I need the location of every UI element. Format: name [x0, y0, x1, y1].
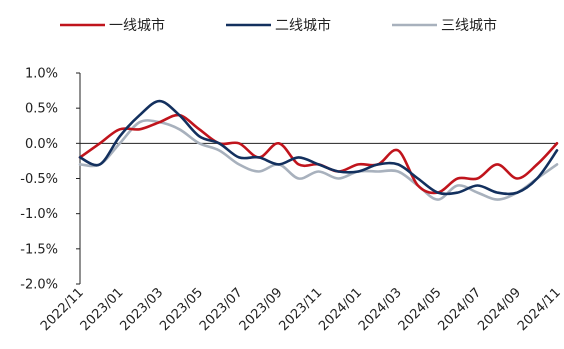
x-tick-label: 2024/03	[356, 285, 405, 334]
x-tick-label: 2023/07	[197, 285, 246, 334]
series-line-2	[78, 99, 559, 196]
y-tick-label: -1.5%	[20, 242, 58, 257]
x-tick-label: 2024/05	[396, 285, 445, 334]
y-tick-label: -1.0%	[20, 207, 58, 222]
x-tick-label: 2022/11	[38, 285, 87, 334]
y-tick-label: -2.0%	[20, 278, 58, 293]
plot-lines	[78, 99, 559, 201]
legend-label: 三线城市	[441, 17, 497, 34]
legend: 一线城市 二线城市 三线城市	[60, 17, 497, 34]
x-tick-label: 2023/09	[237, 285, 286, 334]
legend-label: 一线城市	[109, 17, 165, 34]
y-tick-label: -0.5%	[20, 172, 58, 187]
x-tick-label: 2023/01	[78, 285, 127, 334]
y-tick-label: 0.0%	[25, 137, 58, 152]
x-tick-label: 2024/09	[475, 285, 524, 334]
x-tick-label: 2024/01	[316, 285, 365, 334]
legend-label: 二线城市	[275, 17, 331, 34]
y-tick-label: 1.0%	[25, 67, 58, 82]
x-tick-label: 2023/11	[277, 285, 326, 334]
x-tick-label: 2024/11	[515, 285, 564, 334]
x-tick-label: 2023/03	[118, 285, 167, 334]
series-line-1	[78, 113, 559, 195]
y-axis: 1.0% 0.5% 0.0% -0.5% -1.0% -1.5% -2.0%	[20, 67, 81, 293]
y-tick-label: 0.5%	[25, 102, 58, 117]
x-tick-label: 2024/07	[436, 285, 485, 334]
x-tick-label: 2023/05	[157, 285, 206, 334]
